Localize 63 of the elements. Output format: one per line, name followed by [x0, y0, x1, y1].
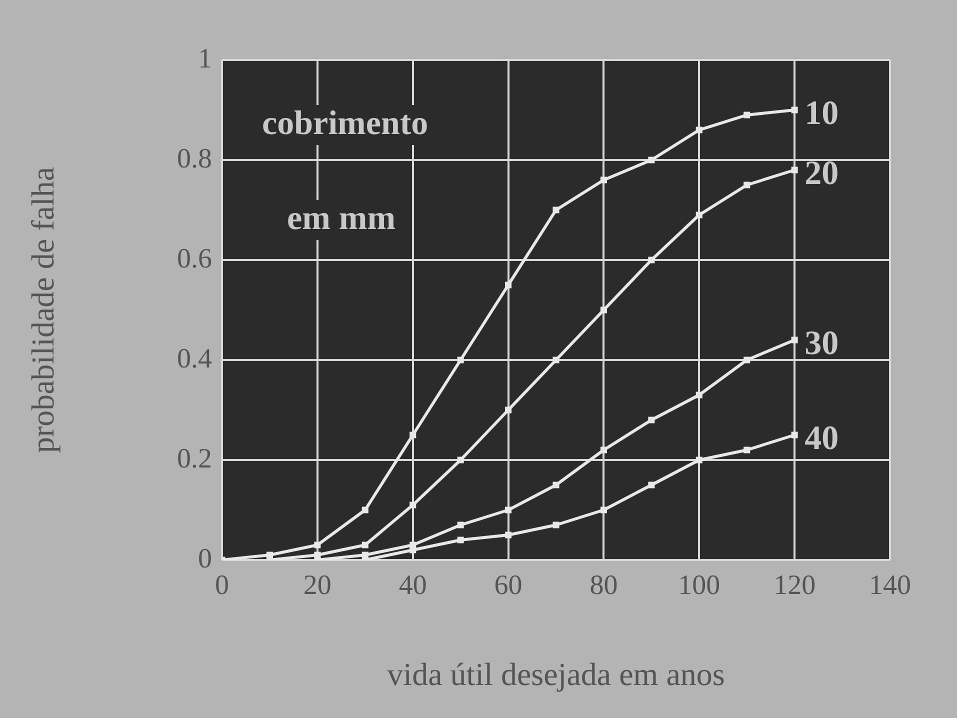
- y-tick-label: 1: [198, 43, 212, 74]
- point: [410, 542, 416, 548]
- x-tick-label: 40: [398, 570, 427, 602]
- y-axis-title: probabilidade de falha: [24, 166, 61, 454]
- point: [791, 432, 798, 438]
- y-tick-label: 0.2: [177, 443, 212, 474]
- point: [457, 536, 464, 544]
- point: [696, 126, 702, 134]
- x-tick-label: 80: [590, 570, 618, 602]
- point: [552, 356, 560, 364]
- point: [791, 336, 798, 344]
- point: [505, 506, 512, 514]
- point: [600, 506, 607, 514]
- point: [648, 416, 655, 424]
- point: [552, 522, 560, 528]
- point: [314, 542, 321, 548]
- point: [648, 482, 655, 488]
- point: [744, 446, 750, 454]
- x-tick-label: 100: [678, 570, 720, 602]
- point: [744, 356, 750, 364]
- y-tick-label: 0.6: [177, 243, 212, 274]
- point: [600, 446, 607, 454]
- y-tick-label: 0.4: [177, 343, 212, 374]
- point: [505, 282, 512, 288]
- point: [744, 112, 750, 118]
- series-label: 10: [804, 94, 839, 132]
- x-axis-title: vida útil desejada em anos: [387, 656, 725, 692]
- point: [457, 456, 464, 464]
- point: [696, 456, 702, 464]
- point: [648, 256, 655, 264]
- point: [600, 176, 607, 184]
- point: [696, 392, 702, 398]
- annotation: cobrimento: [262, 104, 428, 142]
- point: [648, 156, 655, 164]
- annotation: em mm: [287, 200, 396, 237]
- point: [266, 552, 273, 558]
- x-tick-label: 60: [494, 570, 522, 602]
- point: [410, 502, 416, 508]
- point: [696, 212, 702, 218]
- point: [505, 532, 512, 538]
- point: [600, 306, 607, 314]
- series-label: 20: [804, 154, 839, 192]
- point: [362, 552, 368, 558]
- point: [457, 522, 464, 528]
- series-label: 40: [804, 420, 839, 457]
- series-label: 30: [804, 324, 839, 362]
- point: [552, 482, 560, 488]
- point: [791, 106, 798, 114]
- point: [362, 542, 368, 548]
- point: [410, 432, 416, 438]
- x-tick-label: 20: [303, 570, 332, 602]
- y-tick-label: 0: [198, 543, 212, 574]
- point: [505, 406, 512, 414]
- point: [410, 546, 416, 554]
- x-tick-label: 120: [774, 570, 816, 602]
- point: [314, 552, 321, 558]
- y-tick-label: 0.8: [177, 143, 212, 174]
- point: [552, 206, 560, 214]
- point: [791, 166, 798, 174]
- point: [457, 356, 464, 364]
- x-tick-label: 140: [869, 570, 911, 602]
- point: [362, 506, 368, 514]
- point: [744, 182, 750, 188]
